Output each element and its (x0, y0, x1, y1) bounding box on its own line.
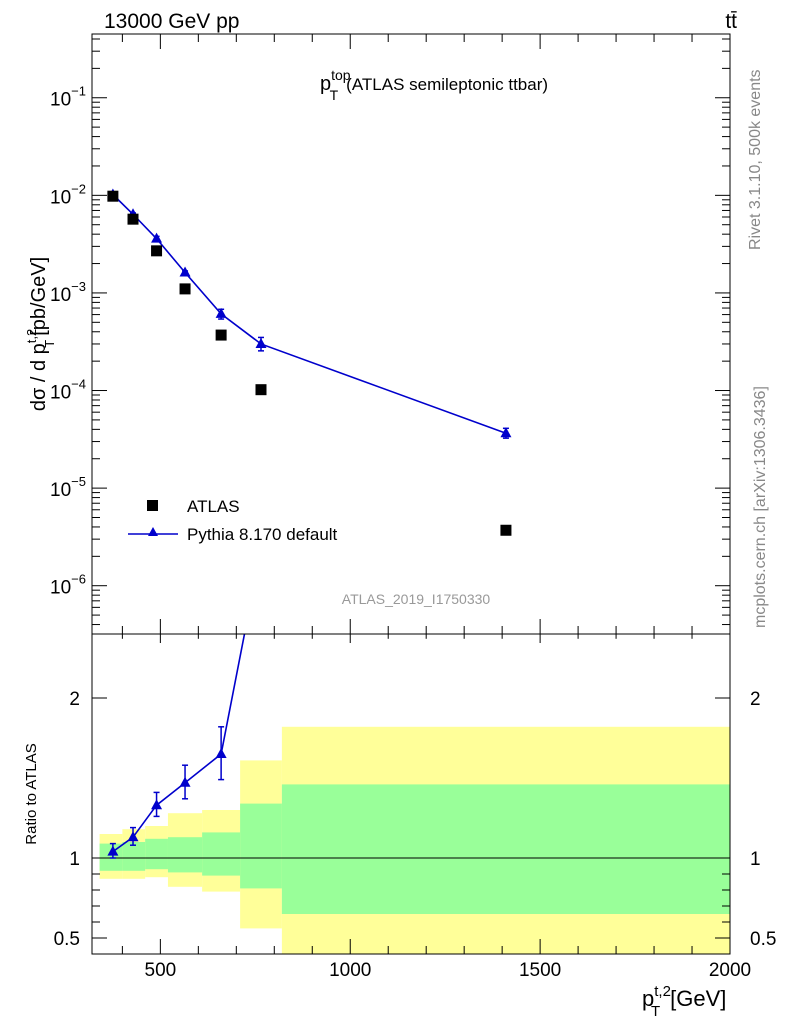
mc-series-points (107, 188, 512, 439)
data-point (127, 213, 139, 225)
ratio-point (107, 845, 119, 856)
x-tick-label: 500 (145, 960, 177, 981)
main-y-tick-label: 10−1 (50, 84, 86, 111)
ratio-point (127, 831, 139, 842)
mc-point (255, 337, 267, 348)
ratio-panel: 0.5 0.5 1 1 2 2 500 1000 1500 2000 Ratio to ATLA… (23, 34, 776, 1020)
band-inner-bin (202, 832, 241, 876)
data-point (255, 384, 267, 396)
ratio-y-tick-label-left: 1 (69, 849, 80, 870)
mc-point (179, 266, 191, 277)
band-inner-bin (240, 803, 282, 889)
ratio-curve-group (107, 543, 266, 859)
ratio-points (107, 543, 266, 859)
data-point (500, 524, 512, 536)
mc-point (151, 232, 163, 243)
mc-point (215, 307, 227, 318)
ratio-point (215, 748, 227, 758)
data-series-points (107, 190, 512, 536)
legend-data-marker (147, 500, 158, 511)
ratio-frame (91, 633, 731, 955)
mc-point (500, 427, 512, 438)
main-y-tick-label: 10−3 (50, 279, 86, 306)
mc-series-line (112, 193, 507, 434)
ratio-y-tick-label-right: 2 (750, 689, 761, 710)
ratio-y-tick-labels: 0.5 0.5 1 1 2 2 (54, 689, 777, 950)
main-y-ticks (92, 38, 730, 626)
ratio-point (151, 799, 163, 810)
main-y-tick-label: 10−5 (50, 474, 86, 501)
legend-data-label: ATLAS (187, 497, 240, 516)
data-point (179, 283, 191, 295)
main-panel: ptop T(ATLAS semileptonic ttbar) ATLAS_20… (24, 33, 731, 635)
band-inner-bin (167, 837, 203, 873)
data-point (151, 245, 163, 257)
ratio-y-tick-label-left: 0.5 (54, 929, 80, 950)
x-tick-label: 1500 (519, 960, 561, 981)
legend-mc-marker (148, 527, 158, 536)
main-y-tick-label: 10−6 (50, 572, 86, 599)
band-inner-bin (122, 842, 146, 871)
data-point (215, 329, 227, 341)
ratio-y-axis-title: Ratio to ATLAS (23, 743, 40, 844)
legend: ATLAS Pythia 8.170 default (128, 497, 338, 544)
main-title: ptop T(ATLAS semileptonic ttbar) (320, 67, 548, 103)
ratio-point (179, 776, 191, 787)
legend-mc-label: Pythia 8.170 default (187, 525, 338, 544)
x-tick-labels: 500 1000 1500 2000 (145, 960, 752, 981)
data-point (107, 190, 119, 202)
band-inner-bin (145, 838, 168, 870)
ratio-line (112, 634, 246, 853)
header-energy-label: 13000 GeV pp (104, 10, 239, 33)
x-tick-label: 2000 (709, 960, 751, 981)
main-y-tick-labels: 10−6 10−5 10−4 10−3 10−2 10−1 (50, 84, 86, 599)
analysis-watermark: ATLAS_2019_I1750330 (342, 591, 491, 607)
x-axis-title: pt,2 T[GeV] (642, 983, 726, 1020)
main-y-tick-label: 10−4 (50, 377, 86, 404)
band-inner-bin (281, 784, 730, 914)
rivet-version-label: Rivet 3.1.10, 500k events (747, 69, 764, 250)
ratio-band-inner (99, 784, 730, 914)
ratio-y-ticks (92, 697, 730, 939)
header-process-label: tt̄ (725, 10, 737, 33)
x-tick-label: 1000 (329, 960, 371, 981)
ratio-y-tick-label-left: 2 (69, 689, 80, 710)
ratio-y-tick-label-right: 0.5 (750, 929, 776, 950)
band-inner-bin (99, 843, 123, 871)
ratio-y-tick-label-right: 1 (750, 849, 761, 870)
main-frame (91, 33, 731, 635)
main-y-axis-title: dσ / d pt,2T[pb/GeV] (24, 257, 57, 411)
ratio-point (255, 543, 266, 553)
mcplots-label: mcplots.cern.ch [arXiv:1306.3436] (752, 386, 769, 628)
main-y-tick-label: 10−2 (50, 181, 86, 208)
